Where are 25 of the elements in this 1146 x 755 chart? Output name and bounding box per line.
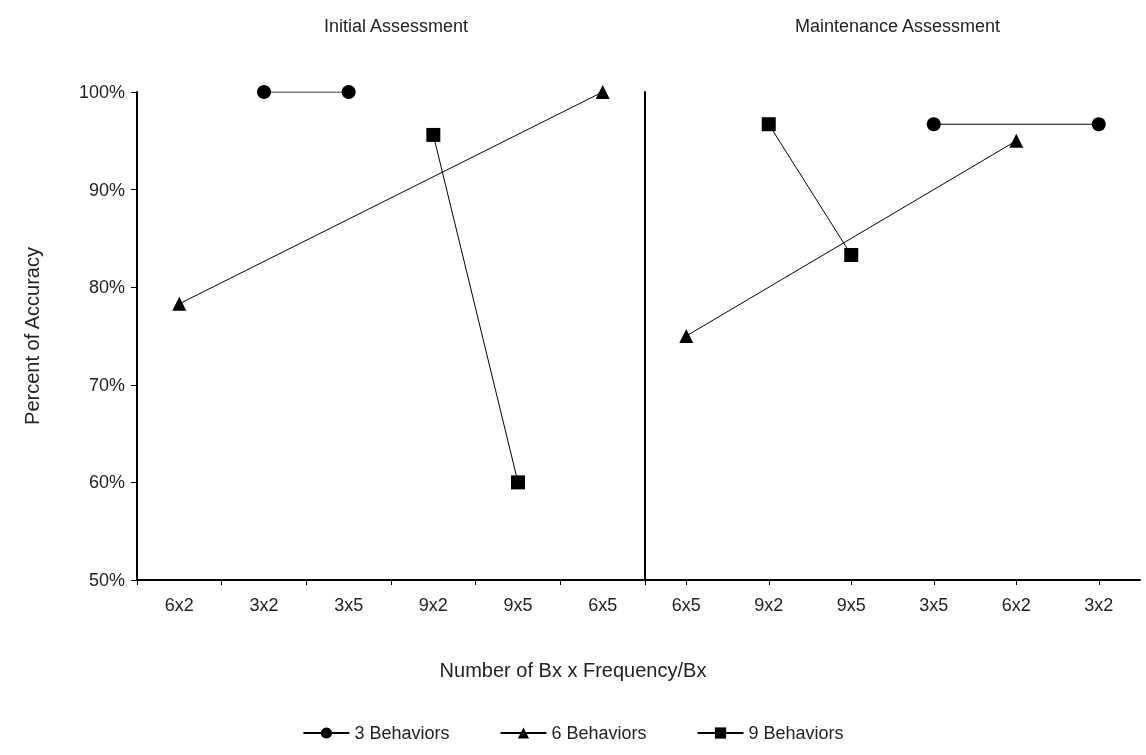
y-tick-label: 60% bbox=[88, 472, 125, 493]
legend-label: 6 Behaviors bbox=[551, 723, 647, 743]
x-tick-label: 3x2 bbox=[1084, 595, 1114, 615]
x-tick-label: 3x5 bbox=[334, 595, 364, 615]
x-tick-label: 6x2 bbox=[1001, 595, 1031, 615]
chart-title: Initial Assessment bbox=[323, 16, 469, 36]
y-tick-label: 90% bbox=[88, 179, 125, 200]
x-tick-label: 9x2 bbox=[754, 595, 784, 615]
x-tick-label: 9x2 bbox=[418, 595, 448, 615]
x-tick-label: 3x2 bbox=[249, 595, 279, 615]
x-tick-label: 6x2 bbox=[164, 595, 194, 615]
x-tick-label: 6x5 bbox=[671, 595, 701, 615]
x-axis-title: Number of Bx x Frequency/Bx bbox=[439, 659, 707, 681]
y-tick-label: 50% bbox=[88, 570, 125, 590]
chart-title: Maintenance Assessment bbox=[794, 16, 1001, 36]
x-tick-label: 6x5 bbox=[588, 595, 618, 615]
legend-label: 9 Behaviors bbox=[748, 723, 844, 743]
y-tick-label: 80% bbox=[88, 277, 125, 298]
x-tick-label: 3x5 bbox=[919, 595, 949, 615]
legend-label: 3 Behaviors bbox=[354, 723, 450, 743]
x-tick-label: 9x5 bbox=[836, 595, 866, 615]
x-tick-label: 9x5 bbox=[503, 595, 533, 615]
y-axis-title: Percent of Accuracy bbox=[21, 247, 43, 425]
y-tick-label: 70% bbox=[88, 374, 125, 395]
y-tick-label: 100% bbox=[78, 82, 125, 102]
